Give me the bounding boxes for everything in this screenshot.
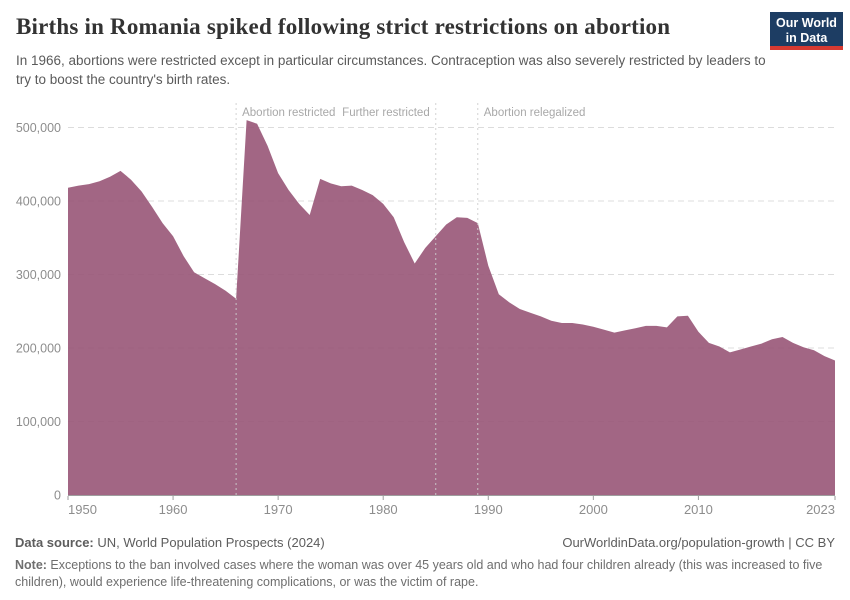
owid-url-link[interactable]: OurWorldinData.org/population-growth | C…	[562, 535, 835, 550]
annotation-label: Abortion restricted	[242, 107, 335, 119]
x-axis-label: 2023	[806, 502, 835, 517]
annotation-label: Further restricted	[342, 107, 430, 119]
page-title: Births in Romania spiked following stric…	[16, 14, 671, 39]
x-axis-label: 1950	[68, 502, 97, 517]
annotation-label: Abortion relegalized	[484, 107, 586, 119]
y-axis-label: 100,000	[16, 415, 61, 429]
owid-logo-line2: in Data	[785, 31, 828, 45]
x-axis-label: 2010	[684, 502, 713, 517]
owid-logo-line1: Our World	[776, 16, 837, 30]
owid-logo[interactable]: Our World in Data	[770, 12, 843, 50]
chart-subtitle: In 1966, abortions were restricted excep…	[16, 53, 766, 88]
y-axis-label: 400,000	[16, 195, 61, 209]
area-series-births[interactable]	[68, 120, 835, 495]
y-axis-label: 500,000	[16, 121, 61, 135]
y-axis-label: 300,000	[16, 268, 61, 282]
footer-note: Note: Exceptions to the ban involved cas…	[15, 558, 823, 590]
x-axis-label: 1960	[159, 502, 188, 517]
footer-source-row: Data source: UN, World Population Prospe…	[15, 535, 835, 550]
note-label: Note:	[15, 558, 47, 572]
x-axis-label: 1980	[369, 502, 398, 517]
y-axis-label: 200,000	[16, 342, 61, 356]
y-axis-label: 0	[54, 489, 61, 503]
event-annotations: Abortion restricted Further restricted Abo…	[235, 103, 586, 495]
x-axis-label: 1970	[264, 502, 293, 517]
x-axis-label: 1990	[474, 502, 503, 517]
axes: 1950 1960 1970 1980 1990 2000 2010 2023	[67, 495, 836, 517]
data-source-text: Data source: UN, World Population Prospe…	[15, 535, 325, 550]
x-axis-label: 2000	[579, 502, 608, 517]
data-source-label: Data source:	[15, 535, 94, 550]
